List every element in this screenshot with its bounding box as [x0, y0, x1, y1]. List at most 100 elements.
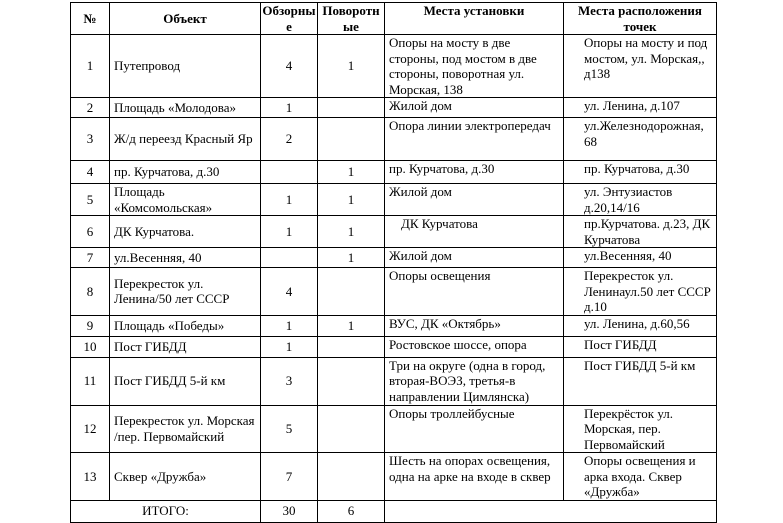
point-location: Опоры на мосту и под мостом, ул. Морская… — [563, 34, 717, 98]
table-row: 13 Сквер «Дружба» 7 Шесть на опорах освещен… — [70, 452, 717, 501]
row-number: 13 — [70, 452, 110, 501]
total-overview: 30 — [260, 499, 318, 523]
overview-count: 2 — [260, 117, 318, 161]
point-location: Перекресток ул. Ленинаул.50 лет СССР д.1… — [563, 267, 717, 316]
install-place: Опоры освещения — [384, 267, 564, 316]
overview-count: 1 — [260, 97, 318, 118]
overview-count: 4 — [260, 34, 318, 98]
overview-count: 4 — [260, 267, 318, 316]
table-row: 2 Площадь «Молодова» 1 Жилой дом ул. Ленина,… — [70, 97, 717, 118]
header-row: № Объект Обзорные Поворотные Места устан… — [70, 2, 717, 35]
rotary-count — [317, 117, 385, 161]
install-place: Жилой дом — [384, 183, 564, 216]
point-location: пр.Курчатова. д.23, ДК Курчатова — [563, 215, 717, 248]
install-place: Опоры троллейбусные — [384, 404, 564, 453]
row-number: 6 — [70, 215, 110, 248]
install-place: Ростовское шоссе, опора — [384, 335, 564, 358]
object-name: Перекресток ул. Ленина/50 лет СССР — [109, 267, 261, 316]
rotary-count — [317, 335, 385, 358]
header-number: № — [70, 2, 110, 35]
point-location: ул.Железнодорожная, 68 — [563, 117, 717, 161]
install-place: ВУС, ДК «Октябрь» — [384, 314, 564, 337]
overview-count: 3 — [260, 356, 318, 406]
rotary-count: 1 — [317, 183, 385, 216]
total-empty — [384, 499, 717, 523]
row-number: 8 — [70, 267, 110, 316]
cameras-table: № Объект Обзорные Поворотные Места устан… — [70, 2, 717, 523]
row-number: 4 — [70, 160, 110, 184]
header-overview: Обзорные — [260, 2, 318, 35]
table-row: 5 Площадь «Комсомольская» 1 1 Жилой дом ул. Э… — [70, 183, 717, 216]
total-label: ИТОГО: — [70, 499, 261, 523]
install-place: Опоры на мосту в две стороны, под мостом… — [384, 34, 564, 98]
row-number: 9 — [70, 314, 110, 337]
install-place: Шесть на опорах освещения, одна на арке … — [384, 452, 564, 501]
row-number: 5 — [70, 183, 110, 216]
rotary-count — [317, 356, 385, 406]
install-place: пр. Курчатова, д.30 — [384, 160, 564, 184]
table-row: 1 Путепровод 4 1 Опоры на мосту в две сторон… — [70, 34, 717, 98]
install-place: ДК Курчатова — [384, 215, 564, 248]
row-number: 12 — [70, 404, 110, 453]
row-number: 3 — [70, 117, 110, 161]
rotary-count: 1 — [317, 34, 385, 98]
point-location: Перекрёсток ул. Морская, пер. Первомайск… — [563, 404, 717, 453]
object-name: Перекресток ул. Морская /пер. Первомайск… — [109, 404, 261, 453]
object-name: Ж/д переезд Красный Яр — [109, 117, 261, 161]
install-place-text: ДК Курчатова — [401, 216, 478, 232]
point-location: Пост ГИБДД — [563, 335, 717, 358]
install-place: Три на округе (одна в город, вторая-ВОЭЗ… — [384, 356, 564, 406]
header-point-locations: Места расположения точек — [563, 2, 717, 35]
object-name: Путепровод — [109, 34, 261, 98]
object-name: Сквер «Дружба» — [109, 452, 261, 501]
table-row: 6 ДК Курчатова. 1 1 ДК Курчатова пр.Курчатова… — [70, 215, 717, 248]
point-location: ул. Ленина, д.60,56 — [563, 314, 717, 337]
object-name: Пост ГИБДД 5-й км — [109, 356, 261, 406]
table-row: 11 Пост ГИБДД 5-й км 3 Три на округе (одна … — [70, 356, 717, 406]
row-number: 7 — [70, 247, 110, 268]
overview-count: 1 — [260, 183, 318, 216]
point-location: Пост ГИБДД 5-й км — [563, 356, 717, 406]
overview-count: 1 — [260, 335, 318, 358]
install-place: Жилой дом — [384, 247, 564, 268]
rotary-count: 1 — [317, 160, 385, 184]
overview-count: 5 — [260, 404, 318, 453]
point-location: ул.Весенняя, 40 — [563, 247, 717, 268]
row-number: 10 — [70, 335, 110, 358]
rotary-count: 1 — [317, 215, 385, 248]
overview-count: 7 — [260, 452, 318, 501]
object-name: Площадь «Победы» — [109, 314, 261, 337]
header-object: Объект — [109, 2, 261, 35]
point-location: ул. Энтузиастов д.20,14/16 — [563, 183, 717, 216]
table-row: 12 Перекресток ул. Морская /пер. Первомай… — [70, 404, 717, 453]
overview-count — [260, 247, 318, 268]
rotary-count: 1 — [317, 314, 385, 337]
point-location: ул. Ленина, д.107 — [563, 97, 717, 118]
install-place: Опора линии электропередач — [384, 117, 564, 161]
point-location: пр. Курчатова, д.30 — [563, 160, 717, 184]
total-rotary: 6 — [317, 499, 385, 523]
overview-count: 1 — [260, 314, 318, 337]
table-row: 7 ул.Весенняя, 40 1 Жилой дом ул.Весенняя, 4… — [70, 247, 717, 268]
point-location: Опоры освещения и арка входа. Сквер «Дру… — [563, 452, 717, 501]
header-rotary: Поворотные — [317, 2, 385, 35]
rotary-count — [317, 452, 385, 501]
header-install-places: Места установки — [384, 2, 564, 35]
table-row: 4 пр. Курчатова, д.30 1 пр. Курчатова, д.30… — [70, 160, 717, 184]
install-place: Жилой дом — [384, 97, 564, 118]
table-row: 3 Ж/д переезд Красный Яр 2 Опора линии элек… — [70, 117, 717, 161]
overview-count — [260, 160, 318, 184]
row-number: 11 — [70, 356, 110, 406]
rotary-count — [317, 404, 385, 453]
rotary-count — [317, 97, 385, 118]
object-name: Площадь «Молодова» — [109, 97, 261, 118]
object-name: ДК Курчатова. — [109, 215, 261, 248]
object-name: Площадь «Комсомольская» — [109, 183, 261, 216]
object-name: ул.Весенняя, 40 — [109, 247, 261, 268]
rotary-count: 1 — [317, 247, 385, 268]
rotary-count — [317, 267, 385, 316]
object-name: Пост ГИБДД — [109, 335, 261, 358]
table-row: 10 Пост ГИБДД 1 Ростовское шоссе, опора Пост… — [70, 335, 717, 358]
overview-count: 1 — [260, 215, 318, 248]
row-number: 2 — [70, 97, 110, 118]
